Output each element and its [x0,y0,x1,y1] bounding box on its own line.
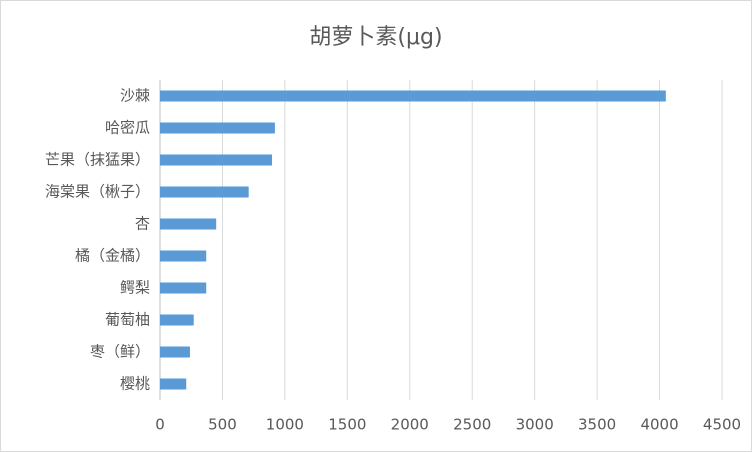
bar [160,314,194,326]
y-tick-label: 樱桃 [120,375,150,393]
y-tick-label: 橘（金橘） [75,247,150,265]
x-tick-label: 1000 [266,416,304,434]
x-tick-label: 2500 [453,416,491,434]
y-tick-label: 葡萄柚 [105,311,150,329]
chart-title: 胡萝卜素(μg) [309,25,442,50]
x-tick-label: 4000 [640,416,678,434]
bar [160,250,207,262]
bar [160,378,187,390]
bar [160,90,666,102]
bar [160,218,217,230]
y-tick-label: 海棠果（楸子） [45,183,150,201]
x-tick-label: 500 [208,416,237,434]
x-tick-label: 1500 [328,416,366,434]
y-tick-label: 沙棘 [120,87,150,105]
x-tick-label: 3500 [578,416,616,434]
bar [160,186,249,198]
y-tick-label: 杏 [135,215,150,233]
x-tick-label: 0 [155,416,165,434]
bar [160,282,207,294]
x-tick-label: 4500 [703,416,741,434]
y-tick-label: 枣（鲜） [90,343,150,361]
y-tick-label: 芒果（抹猛果） [45,151,150,169]
bar [160,122,275,134]
x-tick-label: 2000 [391,416,429,434]
x-tick-label: 3000 [516,416,554,434]
y-tick-label: 哈密瓜 [105,119,150,137]
bar [160,346,190,358]
bar [160,154,273,166]
y-tick-label: 鳄梨 [120,279,150,297]
